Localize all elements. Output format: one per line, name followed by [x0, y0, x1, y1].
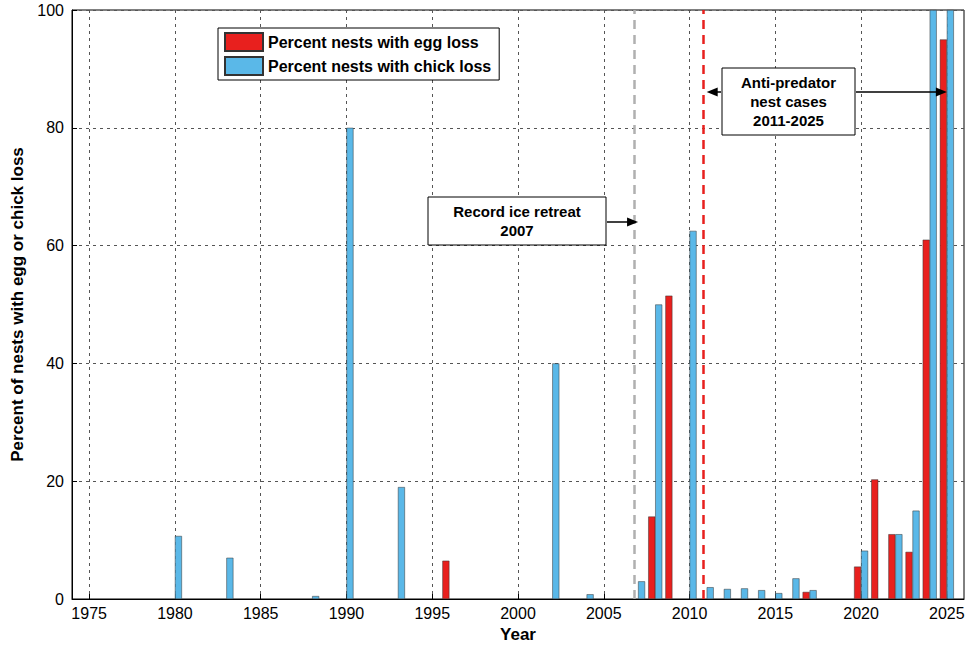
svg-text:0: 0 [55, 591, 64, 608]
svg-text:40: 40 [46, 355, 64, 372]
svg-text:1980: 1980 [157, 605, 193, 622]
svg-text:nest cases: nest cases [750, 93, 827, 110]
svg-text:2000: 2000 [500, 605, 536, 622]
svg-text:Percent nests with chick loss: Percent nests with chick loss [268, 58, 491, 75]
svg-text:2020: 2020 [843, 605, 879, 622]
svg-text:2011-2025: 2011-2025 [753, 112, 824, 129]
svg-text:1985: 1985 [243, 605, 279, 622]
svg-text:100: 100 [37, 2, 64, 19]
svg-text:2007: 2007 [500, 222, 533, 239]
svg-text:2025: 2025 [929, 605, 965, 622]
svg-text:Percent of nests with egg or c: Percent of nests with egg or chick loss [8, 147, 27, 462]
svg-text:Record ice retreat: Record ice retreat [453, 203, 581, 220]
svg-text:1975: 1975 [71, 605, 107, 622]
svg-text:20: 20 [46, 473, 64, 490]
svg-text:Year: Year [500, 625, 536, 644]
svg-text:Percent nests with egg loss: Percent nests with egg loss [268, 34, 479, 51]
svg-text:2015: 2015 [758, 605, 794, 622]
svg-text:1995: 1995 [414, 605, 450, 622]
svg-text:1990: 1990 [329, 605, 365, 622]
svg-text:60: 60 [46, 237, 64, 254]
svg-text:80: 80 [46, 119, 64, 136]
svg-text:Anti-predator: Anti-predator [741, 74, 836, 91]
svg-text:2010: 2010 [672, 605, 708, 622]
svg-text:2005: 2005 [586, 605, 622, 622]
